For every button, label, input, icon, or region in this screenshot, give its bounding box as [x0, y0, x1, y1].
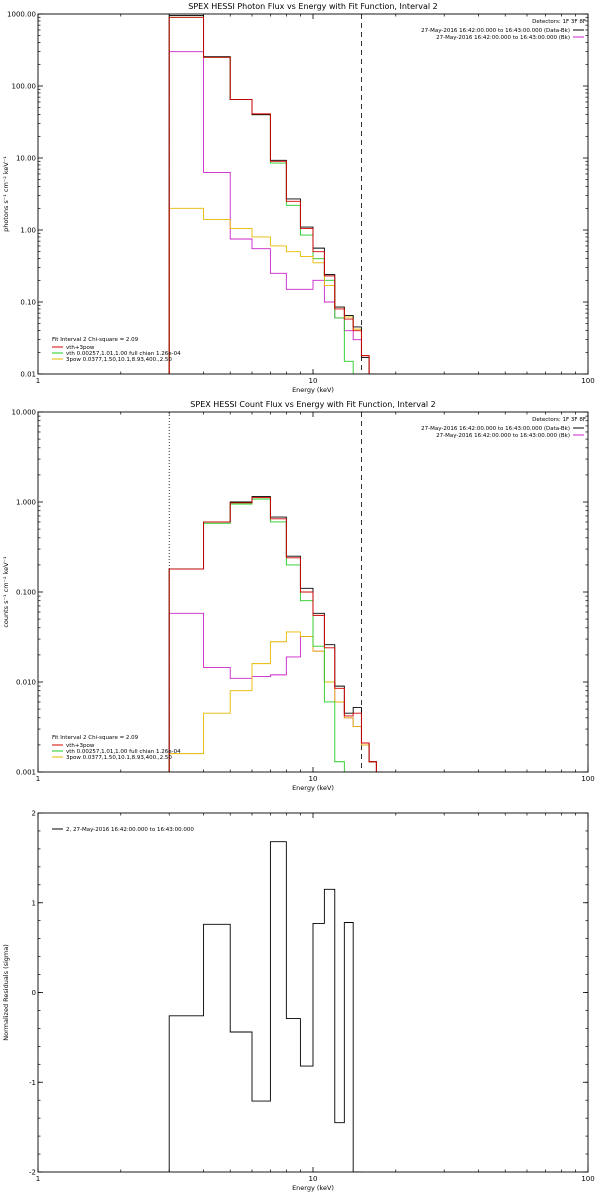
y-tick-label: 0 [32, 989, 36, 997]
legend-entry-text: 27-May-2016 16:42:00.000 to 16:43:00.000… [436, 433, 570, 439]
series-step-5 [168, 16, 377, 374]
y-tick-label: 10.000 [12, 409, 37, 417]
x-tick-label: 10 [309, 775, 318, 783]
y-tick-label: 0.10 [20, 299, 36, 307]
x-tick-label: 100 [581, 775, 594, 783]
x-axis-label: Energy (keV) [292, 1184, 334, 1192]
series-step-4 [168, 15, 377, 374]
y-tick-label: 10.00 [16, 155, 36, 163]
series-step-1 [168, 841, 362, 1172]
plot-frame [37, 411, 589, 773]
data-series-group [168, 15, 377, 374]
x-tick-label: 100 [581, 1175, 594, 1183]
y-axis-label: Normalized Residuals (sigma) [2, 944, 10, 1041]
legend-entry-text: vth 0.00257,1.01,1.00 full chian 1.26e-0… [66, 351, 181, 357]
plot-frame [37, 13, 589, 375]
y-tick-label: 1000.00 [7, 11, 36, 19]
y-tick-label: 0.001 [16, 769, 36, 777]
fit-header: Fit Interval 2 Chi-square = 2.09 [52, 337, 139, 343]
y-tick-label: 1 [32, 899, 36, 907]
series-step-5 [168, 497, 384, 772]
legend-entry-text: vth+3pow [66, 743, 95, 749]
detectors-label: Detectors: 1F 3F 8F [532, 417, 586, 423]
series-step-3 [168, 498, 384, 772]
x-tick-label: 100 [581, 377, 594, 385]
fit-header: Fit Interval 2 Chi-square = 2.09 [52, 735, 139, 741]
y-axis-label: counts s⁻¹ cm⁻² keV⁻¹ [2, 556, 10, 628]
chart-panel-1: SPEX HESSI Photon Flux vs Energy with Fi… [2, 2, 595, 394]
y-tick-label: 0.100 [16, 589, 36, 597]
x-tick-label: 1 [36, 377, 40, 385]
chart-panel-2: SPEX HESSI Count Flux vs Energy with Fit… [2, 400, 595, 792]
y-tick-label: -2 [29, 1169, 36, 1177]
y-tick-label: -1 [29, 1079, 36, 1087]
legend-entry-text: vth 0.00257,1.01,1.00 full chian 1.26e-0… [66, 749, 181, 755]
y-tick-label: 100.00 [12, 83, 37, 91]
legend-entry-text: 27-May-2016 16:42:00.000 to 16:43:00.000… [421, 28, 570, 34]
x-tick-label: 10 [309, 377, 318, 385]
series-step-2 [168, 16, 377, 374]
legend-entry-text: 3pow 0.0377,1.50,10.1,8.93,400.,2.50 [66, 357, 172, 363]
legend-entry-text: 27-May-2016 16:42:00.000 to 16:43:00.000… [436, 35, 570, 41]
legend-entry-text: 3pow 0.0377,1.50,10.1,8.93,400.,2.50 [66, 755, 172, 761]
detectors-label: Detectors: 1F 3F 8F [532, 19, 586, 25]
y-tick-label: 2 [32, 810, 36, 818]
x-tick-label: 1 [36, 1175, 40, 1183]
y-tick-label: 1.00 [20, 227, 36, 235]
data-series-group [168, 496, 384, 772]
series-step-3 [168, 207, 377, 374]
series-step-4 [168, 496, 384, 772]
y-tick-label: 0.01 [20, 371, 36, 379]
x-axis-label: Energy (keV) [292, 784, 334, 792]
series-step-1 [168, 51, 377, 374]
y-tick-label: 0.010 [16, 679, 36, 687]
data-series-group [168, 841, 362, 1172]
x-tick-label: 1 [36, 775, 40, 783]
y-axis-label: photons s⁻¹ cm⁻² keV⁻¹ [2, 156, 10, 232]
plot-frame [37, 812, 589, 1173]
legend-entry-text: vth+3pow [66, 345, 95, 351]
chart-panel-3: 1 10 100 -2 -1 0 1 2 Energy (keV) Normalized Resi… [2, 810, 595, 1193]
series-step-2 [168, 631, 384, 772]
residual-legend-text: 2, 27-May-2016 16:42:00.000 to 16:43:00.… [66, 827, 194, 833]
series-step-1 [168, 612, 384, 772]
x-tick-label: 10 [309, 1175, 318, 1183]
legend-entry-text: 27-May-2016 16:42:00.000 to 16:43:00.000… [421, 426, 570, 432]
y-tick-label: 1.000 [16, 499, 36, 507]
chart-title: SPEX HESSI Photon Flux vs Energy with Fi… [188, 2, 438, 11]
chart-title: SPEX HESSI Count Flux vs Energy with Fit… [190, 400, 435, 409]
x-axis-label: Energy (keV) [292, 386, 334, 394]
